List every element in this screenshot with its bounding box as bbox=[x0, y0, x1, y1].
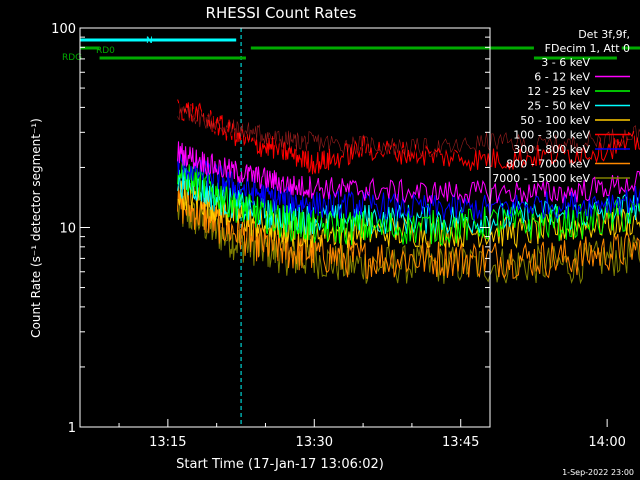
status-bars: N RD0 RDG bbox=[62, 36, 640, 63]
x-tick-label: 13:30 bbox=[296, 435, 333, 450]
series-line-highlight bbox=[177, 105, 640, 158]
legend-entry-label: 6 - 12 keV bbox=[534, 71, 590, 84]
chart-title: RHESSI Count Rates bbox=[206, 4, 357, 22]
x-tick-label: 14:00 bbox=[588, 435, 625, 450]
legend-entry-label: 7000 - 15000 keV bbox=[492, 172, 590, 185]
status-label: RD0 bbox=[96, 46, 115, 56]
y-axis: 1 10 100 bbox=[51, 22, 490, 436]
series-line bbox=[177, 99, 640, 175]
legend-header: FDecim 1, Att 0 bbox=[545, 42, 630, 55]
status-label: RDG bbox=[62, 53, 82, 63]
y-tick-label: 10 bbox=[59, 222, 76, 237]
series-line bbox=[177, 153, 640, 221]
y-axis-label: Count Rate (s⁻¹ detector segment⁻¹) bbox=[29, 118, 43, 338]
x-tick-label: 13:15 bbox=[149, 435, 186, 450]
series-line bbox=[177, 186, 640, 279]
legend: Det 3f,9f,FDecim 1, Att 03 - 6 keV 6 - 12… bbox=[492, 28, 630, 185]
series-line bbox=[177, 180, 640, 249]
series-layer bbox=[177, 99, 640, 285]
legend-entry-label: 3 - 6 keV bbox=[541, 56, 590, 69]
series-line bbox=[177, 141, 640, 205]
y-tick-label: 1 bbox=[68, 421, 76, 436]
footer-timestamp: 1-Sep-2022 23:00 bbox=[562, 468, 634, 477]
legend-entry-label: 25 - 50 keV bbox=[527, 100, 590, 113]
legend-entry-label: 12 - 25 keV bbox=[527, 85, 590, 98]
series-line bbox=[177, 167, 640, 236]
x-tick-label: 13:45 bbox=[442, 435, 479, 450]
legend-entry-label: 50 - 100 keV bbox=[520, 114, 590, 127]
x-axis-label: Start Time (17-Jan-17 13:06:02) bbox=[176, 457, 384, 472]
legend-header: Det 3f,9f, bbox=[578, 28, 630, 41]
legend-entry-label: 800 - 7000 keV bbox=[506, 158, 590, 171]
status-label: N bbox=[146, 36, 153, 46]
y-tick-label: 100 bbox=[51, 22, 76, 37]
legend-entry-label: 300 - 800 keV bbox=[513, 143, 590, 156]
series-line bbox=[177, 102, 640, 160]
legend-entry-label: 100 - 300 keV bbox=[513, 129, 590, 142]
series-line bbox=[177, 157, 640, 247]
